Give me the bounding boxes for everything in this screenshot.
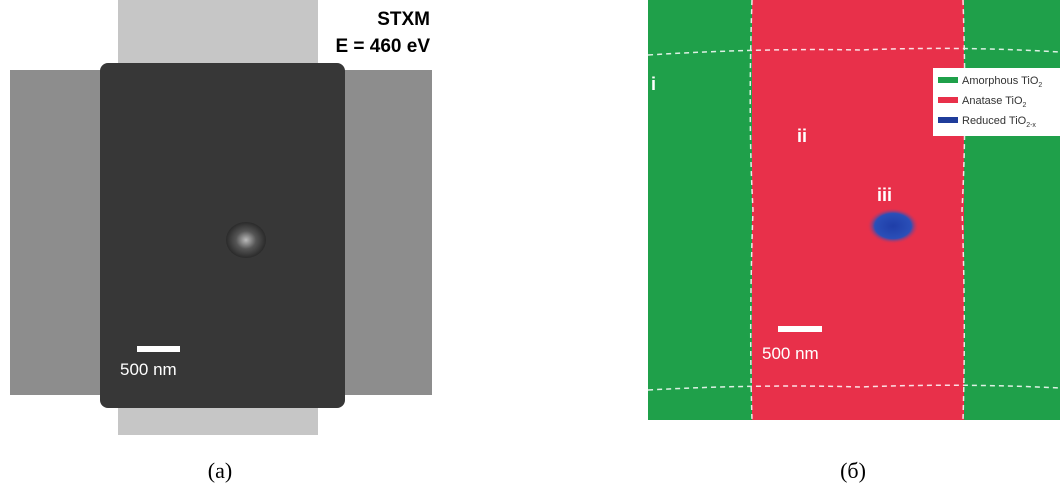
caption: (a): [208, 458, 232, 483]
legend-label: Amorphous TiO2: [962, 75, 1042, 89]
legend-subscript: 2: [1023, 102, 1027, 109]
scale-label: 500 nm: [762, 344, 819, 363]
legend-text: Anatase TiO: [962, 95, 1023, 107]
heading-line: E = 460 eV: [335, 36, 430, 57]
figure: STXM E = 460 eV 500 nm (a) i ii iii 500 …: [0, 0, 1060, 491]
heading-line: STXM: [377, 9, 430, 30]
legend-swatch: [938, 77, 958, 83]
stxm-image: [10, 0, 432, 435]
page: {"panel_a": {"heading": ["STXM", "E = 46…: [0, 0, 1060, 491]
phase-map: [648, 0, 1060, 420]
scale-label: 500 nm: [120, 360, 177, 379]
region-label: iii: [877, 185, 892, 205]
caption: (б): [840, 458, 866, 483]
legend-subscript: 2-x: [1026, 122, 1036, 129]
region-label: ii: [797, 126, 807, 146]
region-label: i: [651, 74, 656, 94]
legend-swatch: [938, 97, 958, 103]
legend-subscript: 2: [1038, 82, 1042, 89]
legend-label: Anatase TiO2: [962, 95, 1027, 109]
legend-swatch: [938, 117, 958, 123]
legend-text: Amorphous TiO: [962, 75, 1039, 87]
legend-text: Reduced TiO: [962, 115, 1027, 127]
legend-label: Reduced TiO2-x: [962, 115, 1036, 129]
